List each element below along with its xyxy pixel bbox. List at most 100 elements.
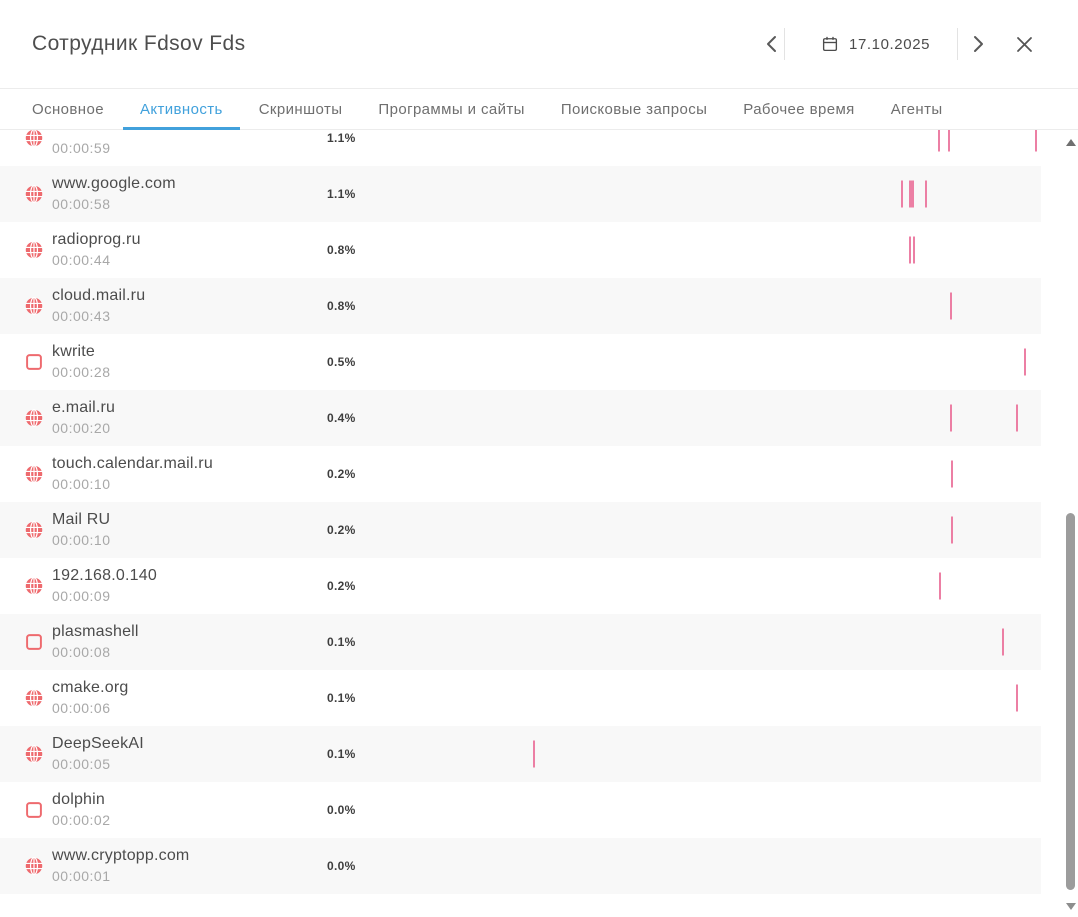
item-name: 192.168.0.140	[52, 567, 157, 584]
item-percent: 1.1%	[327, 131, 356, 145]
globe-icon	[25, 465, 43, 483]
close-icon	[1016, 36, 1033, 53]
globe-icon	[25, 857, 43, 875]
item-name: cloud.mail.ru	[52, 287, 146, 304]
tab-label: Программы и сайты	[378, 100, 525, 118]
calendar-icon	[821, 35, 839, 53]
item-time: 00:00:01	[52, 868, 111, 884]
scrollbar-thumb[interactable]	[1066, 513, 1075, 890]
globe-icon	[25, 521, 43, 539]
item-percent: 0.1%	[327, 691, 356, 705]
list-item: kwrite 00:00:28 0.5%	[0, 334, 1041, 390]
prev-date-button[interactable]	[753, 26, 789, 62]
activity-tick	[901, 180, 903, 208]
list-item: www.cryptopp.com 00:00:01 0.0%	[0, 838, 1041, 894]
item-name: cmake.org	[52, 679, 129, 696]
activity-tick	[939, 572, 941, 600]
list-item: radioprog.ru 00:00:44 0.8%	[0, 222, 1041, 278]
activity-tick	[925, 180, 927, 208]
item-percent: 0.8%	[327, 243, 356, 257]
activity-tick	[938, 130, 940, 152]
activity-tick	[909, 236, 911, 264]
date-picker-button[interactable]: 17.10.2025	[821, 0, 930, 88]
tab-label: Поисковые запросы	[560, 100, 708, 118]
globe-icon	[25, 577, 43, 595]
tab-основное[interactable]: Основное	[15, 89, 121, 129]
item-name: plasmashell	[52, 623, 139, 640]
item-percent: 0.0%	[327, 859, 356, 873]
item-percent: 1.1%	[327, 187, 356, 201]
list-item: dolphin 00:00:02 0.0%	[0, 782, 1041, 838]
item-name: dolphin	[52, 791, 106, 808]
activity-tick	[950, 292, 952, 320]
item-percent: 0.8%	[327, 299, 356, 313]
list-item: 00:00:59 1.1%	[0, 130, 1041, 166]
item-percent: 0.1%	[327, 635, 356, 649]
activity-tick	[913, 236, 915, 264]
activity-tick	[951, 516, 953, 544]
item-percent: 0.2%	[327, 579, 356, 593]
item-percent: 0.5%	[327, 355, 356, 369]
item-percent: 0.0%	[327, 803, 356, 817]
tab-label: Агенты	[890, 100, 943, 118]
tab-программы-и-сайты[interactable]: Программы и сайты	[361, 89, 541, 129]
page-title: Сотрудник Fdsov Fds	[32, 32, 246, 55]
list-item: touch.calendar.mail.ru 00:00:10 0.2%	[0, 446, 1041, 502]
item-time: 00:00:58	[52, 196, 111, 212]
app-window-icon	[25, 633, 43, 651]
tab-bar: Основное Активность Скриншоты Программы и с…	[0, 89, 1078, 130]
list-item: Mail RU 00:00:10 0.2%	[0, 502, 1041, 558]
tab-label: Рабочее время	[743, 100, 855, 118]
item-time: 00:00:44	[52, 252, 111, 268]
item-time: 00:00:02	[52, 812, 111, 828]
tab-label: Скриншоты	[258, 100, 343, 118]
globe-icon	[25, 185, 43, 203]
activity-tick	[1035, 130, 1037, 152]
scroll-up-icon[interactable]	[1065, 139, 1076, 146]
activity-list: 00:00:59 1.1% www.google.com 00:00:58 1.…	[0, 130, 1041, 917]
scrollbar-track[interactable]	[1063, 130, 1078, 917]
window-header: Сотрудник Fdsov Fds 17.10.2025	[0, 0, 1078, 89]
globe-icon	[25, 745, 43, 763]
activity-tick	[909, 180, 914, 208]
item-percent: 0.4%	[327, 411, 356, 425]
close-button[interactable]	[1006, 26, 1042, 62]
activity-tick	[1002, 628, 1004, 656]
item-name: radioprog.ru	[52, 231, 141, 248]
next-date-button[interactable]	[960, 26, 996, 62]
tab-агенты[interactable]: Агенты	[874, 89, 960, 129]
tab-label: Основное	[32, 100, 104, 118]
app-window-icon	[25, 801, 43, 819]
item-percent: 0.2%	[327, 523, 356, 537]
item-time: 00:00:08	[52, 644, 111, 660]
item-name: touch.calendar.mail.ru	[52, 455, 213, 472]
activity-tick	[948, 130, 950, 152]
chevron-right-icon	[973, 35, 984, 53]
tab-скриншоты[interactable]: Скриншоты	[242, 89, 360, 129]
scroll-down-icon[interactable]	[1065, 903, 1076, 910]
item-percent: 0.2%	[327, 467, 356, 481]
item-time: 00:00:09	[52, 588, 111, 604]
tab-рабочее-время[interactable]: Рабочее время	[726, 89, 871, 129]
list-item: e.mail.ru 00:00:20 0.4%	[0, 390, 1041, 446]
item-name: www.google.com	[52, 175, 176, 192]
item-time: 00:00:05	[52, 756, 111, 772]
header-divider	[784, 28, 785, 60]
activity-tick	[951, 460, 953, 488]
activity-tick	[1024, 348, 1026, 376]
selected-date: 17.10.2025	[849, 35, 931, 53]
item-time: 00:00:10	[52, 476, 111, 492]
item-time: 00:00:59	[52, 140, 111, 156]
item-percent: 0.1%	[327, 747, 356, 761]
tab-поисковые-запросы[interactable]: Поисковые запросы	[544, 89, 724, 129]
tab-активность[interactable]: Активность	[122, 89, 240, 130]
globe-icon	[25, 409, 43, 427]
item-time: 00:00:06	[52, 700, 111, 716]
activity-tick	[533, 740, 535, 768]
item-name: DeepSeekAI	[52, 735, 144, 752]
header-divider	[957, 28, 958, 60]
item-name: e.mail.ru	[52, 399, 116, 416]
list-item: cloud.mail.ru 00:00:43 0.8%	[0, 278, 1041, 334]
globe-icon	[25, 241, 43, 259]
